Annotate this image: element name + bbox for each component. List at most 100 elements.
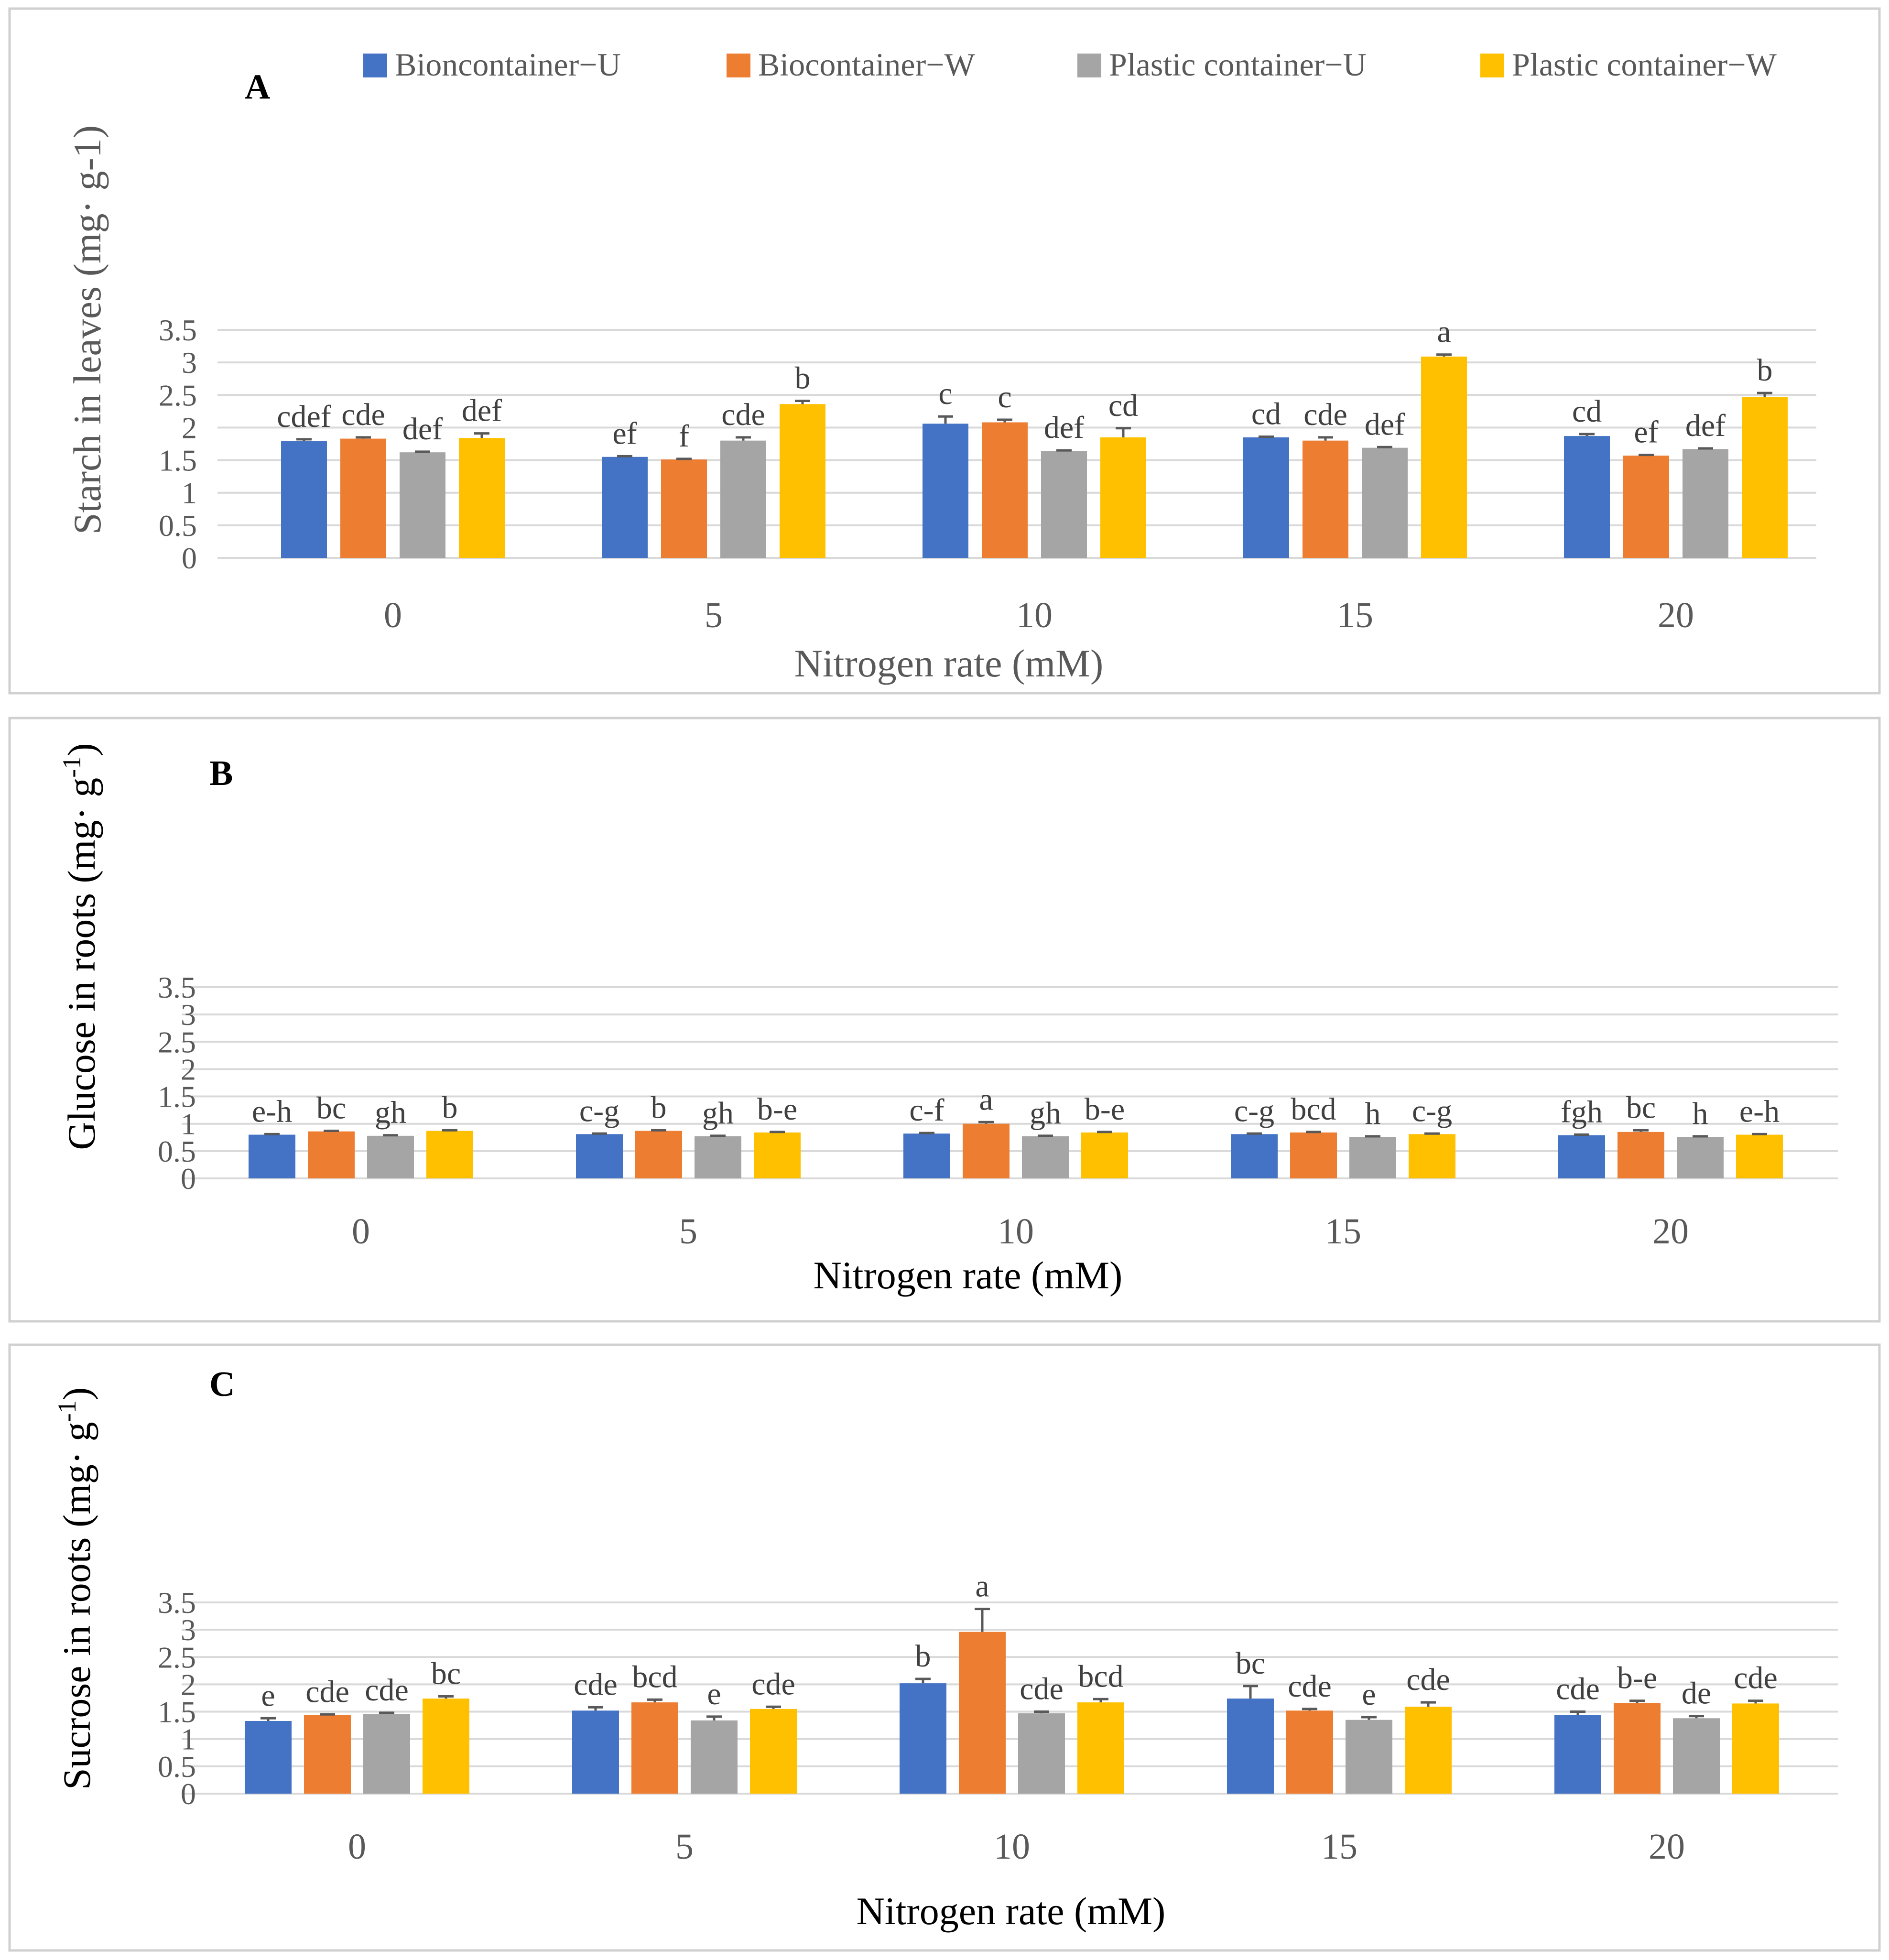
- legend-label-plastic-container-w: Plastic container−W: [1512, 46, 1777, 83]
- panel-c-bar-biocontainer-w-n20: [1614, 1703, 1661, 1794]
- panel-a-sig-letter-plastic-container-w-n20: b: [1757, 353, 1773, 388]
- panel-b-y-axis-title-superscript: -1: [57, 756, 86, 778]
- panel-b-bar-bioncontainer-u-n0: [249, 1134, 295, 1178]
- panel-c-bar-plastic-container-u-n10: [1018, 1713, 1065, 1794]
- panel-a-error-bar-bioncontainer-u-n0: [296, 438, 312, 442]
- panel-a-x-axis-title: Nitrogen rate (mM): [794, 642, 1104, 685]
- panel-c-y-tick-labels: 00.511.522.533.5: [158, 1586, 196, 1811]
- panel-c-sig-letter-biocontainer-w-n20: b-e: [1617, 1661, 1657, 1696]
- panel-c-error-bar-bioncontainer-u-n10: [915, 1677, 931, 1684]
- panel-c-error-bar-plastic-container-u-n15: [1361, 1716, 1377, 1720]
- panel-c-y-tick-1: 1: [181, 1722, 196, 1756]
- panel-b-sig-letter-plastic-container-w-n15: c-g: [1412, 1093, 1452, 1128]
- panel-c-sig-letter-plastic-container-w-n0: bc: [431, 1656, 461, 1691]
- panel-b-error-bar-plastic-container-u-n0: [383, 1134, 398, 1137]
- panel-a-y-tick-labels: 00.511.522.533.5: [159, 313, 197, 575]
- panel-a-bar-plastic-container-w-n20: [1742, 397, 1788, 558]
- panel-b-error-bar-biocontainer-w-n10: [978, 1121, 994, 1124]
- panel-b-sig-letter-biocontainer-w-n10: a: [979, 1082, 993, 1117]
- panel-b-sig-letter-plastic-container-u-n5: gh: [702, 1096, 734, 1131]
- panel-a-bar-biocontainer-w-n5: [661, 459, 707, 558]
- panel-c-error-bar-biocontainer-w-n15: [1302, 1708, 1317, 1711]
- panel-c-bar-plastic-container-w-n5: [750, 1709, 797, 1794]
- panel-c-error-bar-plastic-container-u-n20: [1689, 1715, 1704, 1719]
- panel-c-bar-bioncontainer-u-n5: [572, 1710, 619, 1794]
- panel-c-bar-bioncontainer-u-n0: [245, 1720, 292, 1794]
- panel-b-bar-plastic-container-u-n20: [1677, 1137, 1724, 1178]
- panel-a-sig-letter-plastic-container-w-n5: b: [795, 361, 811, 396]
- panel-b-category-5: 5: [679, 1211, 697, 1252]
- panel-b-bar-plastic-container-u-n0: [367, 1135, 414, 1178]
- panel-b-category-20: 20: [1652, 1211, 1689, 1252]
- panel-a-frame: [8, 7, 1881, 695]
- panel-a-sig-letter-bioncontainer-u-n20: cd: [1572, 394, 1602, 429]
- panel-c-sig-letter-plastic-container-u-n5: e: [707, 1677, 721, 1711]
- panel-c-category-10: 10: [994, 1827, 1030, 1867]
- panel-b-bar-bioncontainer-u-n15: [1231, 1134, 1278, 1178]
- panel-b-y-tick-2: 2: [181, 1052, 196, 1086]
- panel-a-error-bar-plastic-container-u-n5: [736, 436, 751, 441]
- panel-b-sig-letter-plastic-container-u-n10: gh: [1030, 1096, 1061, 1131]
- panel-c-sig-letter-plastic-container-w-n20: cde: [1734, 1661, 1778, 1696]
- panel-a-y-tick-3: 3: [182, 346, 197, 380]
- panel-b-y-tick-1-5: 1.5: [158, 1080, 196, 1114]
- panel-b-y-tick-0-5: 0.5: [158, 1134, 196, 1168]
- panel-c-y-tick-3-5: 3.5: [158, 1586, 196, 1620]
- panel-b-sig-letter-plastic-container-w-n5: b-e: [757, 1092, 797, 1127]
- panel-b-bars: e-h bc gh b c-g b gh b-e c-f a gh b-e c-g bcd h c-g fgh b…: [249, 1082, 1783, 1178]
- panel-c-bar-plastic-container-u-n0: [363, 1714, 410, 1794]
- panel-a-sig-letter-bioncontainer-u-n0: cdef: [277, 399, 331, 434]
- panel-a-error-bar-bioncontainer-u-n20: [1579, 433, 1595, 436]
- panel-a-error-bar-bioncontainer-u-n15: [1259, 435, 1274, 438]
- panel-b-category-0: 0: [352, 1211, 370, 1252]
- panel-a-sig-letter-biocontainer-w-n10: c: [998, 380, 1011, 414]
- panel-b-error-bar-plastic-container-w-n0: [442, 1129, 457, 1132]
- panel-c-frame: [8, 1343, 1881, 1952]
- panel-c-error-bar-biocontainer-w-n0: [320, 1713, 335, 1716]
- panel-b-bar-biocontainer-w-n0: [308, 1131, 355, 1178]
- panel-a-sig-letter-plastic-container-u-n5: cde: [721, 397, 765, 432]
- panel-a-sig-letter-plastic-container-u-n20: def: [1685, 408, 1726, 443]
- panel-c-y-tick-2-5: 2.5: [158, 1640, 196, 1674]
- panel-c-bar-plastic-container-w-n10: [1077, 1702, 1124, 1794]
- panel-b-sig-letter-bioncontainer-u-n20: fgh: [1561, 1095, 1603, 1130]
- panel-b-y-tick-3-5: 3.5: [158, 970, 196, 1004]
- panel-b: B 00.511.522.533.5 e-h bc gh b c-g b gh b-e c-f a…: [8, 717, 1881, 1323]
- panel-b-category-10: 10: [998, 1211, 1034, 1252]
- panel-a-sig-letter-biocontainer-w-n20: ef: [1634, 415, 1658, 450]
- panel-c-category-5: 5: [675, 1827, 694, 1867]
- panel-a-error-bar-biocontainer-w-n15: [1318, 436, 1333, 441]
- panel-c: C 00.511.522.533.5 e cde cde bc cde bcd e cdeba…: [8, 1343, 1881, 1952]
- panel-b-sig-letter-plastic-container-w-n20: e-h: [1739, 1094, 1780, 1129]
- panel-a-category-0: 0: [384, 595, 402, 635]
- panel-a-error-bar-plastic-container-w-n10: [1116, 427, 1131, 437]
- panel-b-sig-letter-biocontainer-w-n20: bc: [1626, 1090, 1656, 1125]
- panel-c-y-axis-title-superscript: -1: [53, 1400, 81, 1422]
- panel-a-sig-letter-bioncontainer-u-n5: ef: [612, 416, 637, 451]
- panel-a-bar-biocontainer-w-n20: [1623, 456, 1669, 558]
- panel-c-sig-letter-plastic-container-u-n10: cde: [1020, 1672, 1064, 1707]
- legend-swatch-plastic-container-u: [1077, 54, 1101, 77]
- panel-c-sig-letter-bioncontainer-u-n0: e: [261, 1678, 275, 1713]
- panel-c-y-tick-0: 0: [181, 1777, 196, 1811]
- panel-b-sig-letter-plastic-container-w-n0: b: [442, 1090, 458, 1125]
- panel-a-bar-plastic-container-u-n15: [1362, 447, 1408, 558]
- panel-c-sig-letter-plastic-container-w-n15: cde: [1406, 1662, 1450, 1697]
- panel-b-category-labels: 0 5 10 15 20: [352, 1211, 1689, 1252]
- panel-c-bar-biocontainer-w-n10: [959, 1632, 1006, 1794]
- panel-a-error-bar-plastic-container-w-n0: [474, 432, 489, 438]
- panel-a-sig-letter-biocontainer-w-n0: cde: [341, 397, 385, 432]
- panel-a-error-bar-biocontainer-w-n20: [1639, 454, 1654, 457]
- panel-letter-a: A: [245, 67, 270, 107]
- panel-a-sig-letter-plastic-container-u-n10: def: [1044, 410, 1084, 445]
- panel-c-bar-plastic-container-u-n20: [1673, 1718, 1720, 1794]
- panel-c-error-bar-plastic-container-w-n20: [1748, 1699, 1763, 1704]
- panel-c-sig-letter-biocontainer-w-n15: cde: [1288, 1669, 1332, 1704]
- panel-c-error-bar-biocontainer-w-n20: [1629, 1699, 1645, 1703]
- panel-c-bar-biocontainer-w-n5: [631, 1702, 678, 1794]
- panel-b-bar-biocontainer-w-n5: [635, 1131, 682, 1178]
- panel-c-sig-letter-bioncontainer-u-n10: b: [915, 1639, 931, 1674]
- panel-b-category-15: 15: [1325, 1211, 1361, 1252]
